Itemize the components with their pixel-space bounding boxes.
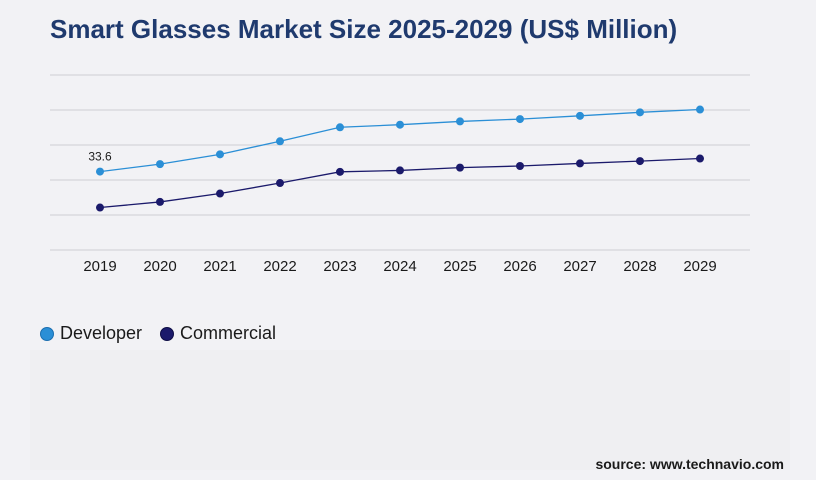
x-tick-label: 2024 [383, 258, 416, 275]
x-tick-label: 2020 [143, 258, 176, 275]
data-labels: 33.6 [88, 150, 112, 164]
legend-label-developer: Developer [60, 323, 143, 343]
chart-title: Smart Glasses Market Size 2025-2029 (US$… [50, 14, 678, 44]
data-point[interactable] [396, 120, 404, 129]
data-point[interactable] [156, 197, 164, 206]
data-point[interactable] [516, 162, 524, 170]
data-point[interactable] [216, 189, 224, 198]
x-tick-label: 2028 [623, 258, 656, 275]
legend-label-commercial: Commercial [180, 323, 277, 343]
x-tick-label: 2027 [563, 258, 596, 275]
x-tick-label: 2019 [83, 258, 116, 275]
source-text: source: www.technavio.com [595, 456, 784, 472]
lower-panel [30, 350, 790, 470]
legend-marker-commercial [160, 326, 175, 341]
data-point[interactable] [336, 123, 344, 132]
series-points [96, 105, 704, 212]
data-point[interactable] [156, 160, 164, 169]
x-tick-label: 2022 [263, 258, 296, 275]
data-point[interactable] [576, 111, 584, 120]
legend: Developer Commercial [40, 323, 276, 344]
x-tick-label: 2026 [503, 258, 536, 275]
x-axis-ticks: 2019 2020 2021 2022 2023 2024 2025 2026 2027 2028… [83, 258, 716, 275]
line-chart: 2019 2020 2021 2022 2023 2024 2025 2026 2027 2028… [50, 74, 750, 275]
data-point[interactable] [456, 117, 464, 126]
legend-marker-developer [40, 326, 54, 341]
data-point[interactable] [696, 154, 704, 163]
data-point[interactable] [276, 179, 284, 188]
x-tick-label: 2025 [443, 258, 476, 275]
data-point[interactable] [636, 108, 644, 117]
data-point[interactable] [96, 167, 104, 176]
data-point[interactable] [516, 115, 524, 124]
series-line [99, 157, 701, 209]
x-tick-label: 2023 [323, 258, 356, 275]
data-point[interactable] [696, 105, 704, 114]
data-point[interactable] [576, 159, 584, 168]
x-tick-label: 2021 [203, 258, 236, 275]
gridlines [50, 74, 750, 251]
data-point[interactable] [96, 203, 104, 212]
legend-item-commercial[interactable]: Commercial [160, 323, 276, 344]
data-label: 33.6 [88, 150, 112, 164]
x-tick-label: 2029 [683, 258, 716, 275]
data-point[interactable] [396, 166, 404, 175]
data-point[interactable] [276, 137, 284, 146]
data-point[interactable] [216, 150, 224, 159]
data-point[interactable] [336, 167, 344, 176]
data-point[interactable] [636, 157, 644, 166]
legend-item-developer[interactable]: Developer [40, 323, 142, 344]
data-point[interactable] [456, 163, 464, 172]
